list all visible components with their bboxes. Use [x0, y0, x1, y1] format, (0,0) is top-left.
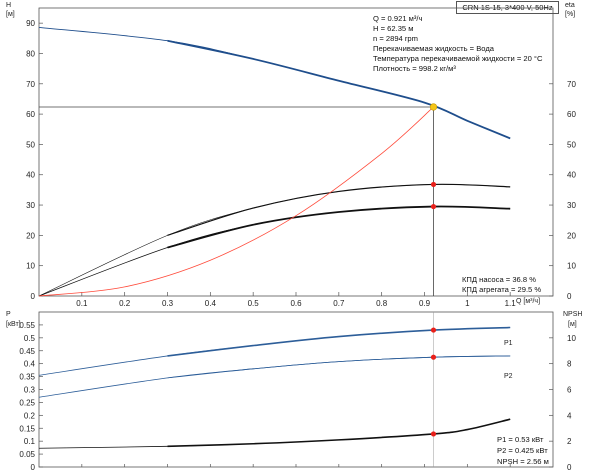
- axis-ticks: 0.1 0.2 0.3 0.4 0.5 0.6 0.7 0.8 0.9 1 1.1010203040…: [19, 19, 576, 472]
- head-curve-thick: [167, 39, 511, 140]
- y-axis-unit-p: [кВт]: [6, 321, 21, 328]
- y2-tick-label: 60: [567, 110, 576, 119]
- curves: [38, 26, 511, 467]
- x-axis-label: Q [м³/ч]: [516, 298, 540, 305]
- y-tick-label: 60: [26, 110, 35, 119]
- p-tick-label: 0.4: [24, 360, 36, 369]
- p-tick-label: 0.2: [24, 411, 36, 420]
- p2-point: [430, 354, 437, 360]
- y-tick-label: 30: [26, 201, 35, 210]
- npsh-tick-label: 2: [567, 437, 572, 446]
- y2-axis-unit-eta: [%]: [565, 11, 575, 18]
- power-info: P1 = 0.53 кВт P2 = 0.425 кВт NPSH = 2.56…: [497, 435, 549, 466]
- y2-tick-label: 10: [567, 262, 576, 271]
- x-tick-label: 0.1: [76, 299, 88, 308]
- y2-axis-label-npsh: NPSH: [563, 311, 582, 318]
- x-tick-label: 0.8: [376, 299, 388, 308]
- pump-efficiency-point: [430, 181, 437, 188]
- npsh-point: [430, 431, 437, 437]
- markers: [429, 103, 438, 437]
- npsh-tick-label: 10: [567, 334, 576, 343]
- y-tick-label: 10: [26, 262, 35, 271]
- p2-curve-thick: [167, 355, 511, 379]
- duty-point: [429, 103, 438, 111]
- y-tick-label: 0: [31, 292, 36, 301]
- npsh-tick-label: 0: [567, 463, 572, 472]
- x-tick-label: 0.3: [162, 299, 174, 308]
- y2-tick-label: 70: [567, 80, 576, 89]
- p-tick-label: 0.3: [24, 386, 36, 395]
- y-tick-label: 40: [26, 171, 35, 180]
- x-tick-label: 1.1: [505, 299, 517, 308]
- p2-curve-thin: [38, 355, 511, 398]
- x-tick-label: 0.6: [290, 299, 302, 308]
- p-tick-label: 0.5: [24, 334, 36, 343]
- x-tick-label: 0.2: [119, 299, 131, 308]
- info-temperature: Температура перекачиваемой жидкости = 20…: [373, 54, 543, 63]
- p-tick-label: 0.15: [19, 424, 35, 433]
- x-tick-label: 0.9: [419, 299, 431, 308]
- system-curve: [38, 106, 434, 297]
- y2-tick-label: 50: [567, 140, 576, 149]
- y2-axis-unit-npsh: [м]: [568, 321, 577, 328]
- p-tick-label: 0.45: [19, 347, 35, 356]
- y2-axis-label-eta: eta: [565, 2, 575, 9]
- unit-efficiency-curve-thick: [167, 205, 511, 249]
- pump-efficiency-curve-thick: [167, 183, 511, 236]
- info-speed: n = 2894 rpm: [373, 34, 418, 43]
- p-tick-label: 0.35: [19, 373, 35, 382]
- info-p2: P2 = 0.425 кВт: [497, 446, 548, 455]
- npsh-tick-label: 8: [567, 360, 572, 369]
- npsh-curve-thick: [167, 418, 511, 448]
- bottom-plot-frame: [38, 311, 554, 468]
- npsh-tick-label: 6: [567, 386, 572, 395]
- chart-title: CRN 1S-15, 3*400 V, 50Hz: [456, 1, 559, 14]
- info-density: Плотность = 998.2 кг/м³: [373, 64, 456, 73]
- info-pump-efficiency: КПД насоса = 36.8 %: [462, 275, 536, 284]
- y-axis-label-p: P: [6, 311, 11, 318]
- npsh-tick-label: 4: [567, 411, 572, 420]
- y2-tick-label: 0: [567, 292, 572, 301]
- info-liquid: Перекачиваемая жидкость = Вода: [373, 44, 495, 53]
- y-tick-label: 90: [26, 19, 35, 28]
- pump-efficiency-curve-thin: [38, 184, 511, 297]
- y2-tick-label: 40: [567, 171, 576, 180]
- p-tick-label: 0.25: [19, 398, 35, 407]
- x-tick-label: 0.4: [205, 299, 217, 308]
- info-unit-efficiency: КПД агрегата = 29.5 %: [462, 285, 541, 294]
- p1-point: [430, 327, 437, 333]
- info-flow: Q = 0.921 м³/ч: [373, 14, 423, 23]
- unit-efficiency-point: [430, 203, 437, 210]
- curve-label-p2: P2: [504, 373, 513, 380]
- y2-tick-label: 30: [567, 201, 576, 210]
- x-tick-label: 0.7: [333, 299, 345, 308]
- y-axis-label-h: H: [6, 2, 11, 9]
- p1-curve-thick: [167, 326, 511, 357]
- duty-info: Q = 0.921 м³/ч H = 62.35 м n = 2894 rpm …: [373, 14, 543, 73]
- p-tick-label: 0.05: [19, 450, 35, 459]
- y-tick-label: 70: [26, 80, 35, 89]
- p1-curve-thin: [38, 327, 511, 376]
- p-tick-label: 0: [31, 463, 36, 472]
- info-p1: P1 = 0.53 кВт: [497, 435, 544, 444]
- y2-tick-label: 20: [567, 231, 576, 240]
- y-tick-label: 20: [26, 231, 35, 240]
- y-tick-label: 50: [26, 140, 35, 149]
- info-npsh: NPSH = 2.56 м: [497, 457, 549, 466]
- info-head: H = 62.35 м: [373, 24, 413, 33]
- plot-frames: [38, 7, 554, 468]
- p-tick-label: 0.55: [19, 321, 35, 330]
- y-axis-unit-h: [м]: [6, 11, 15, 18]
- y-tick-label: 80: [26, 49, 35, 58]
- x-tick-label: 0.5: [248, 299, 260, 308]
- x-tick-label: 1: [465, 299, 470, 308]
- p-tick-label: 0.1: [24, 437, 36, 446]
- curve-label-p1: P1: [504, 340, 513, 347]
- efficiency-info: КПД насоса = 36.8 % КПД агрегата = 29.5 …: [462, 275, 541, 294]
